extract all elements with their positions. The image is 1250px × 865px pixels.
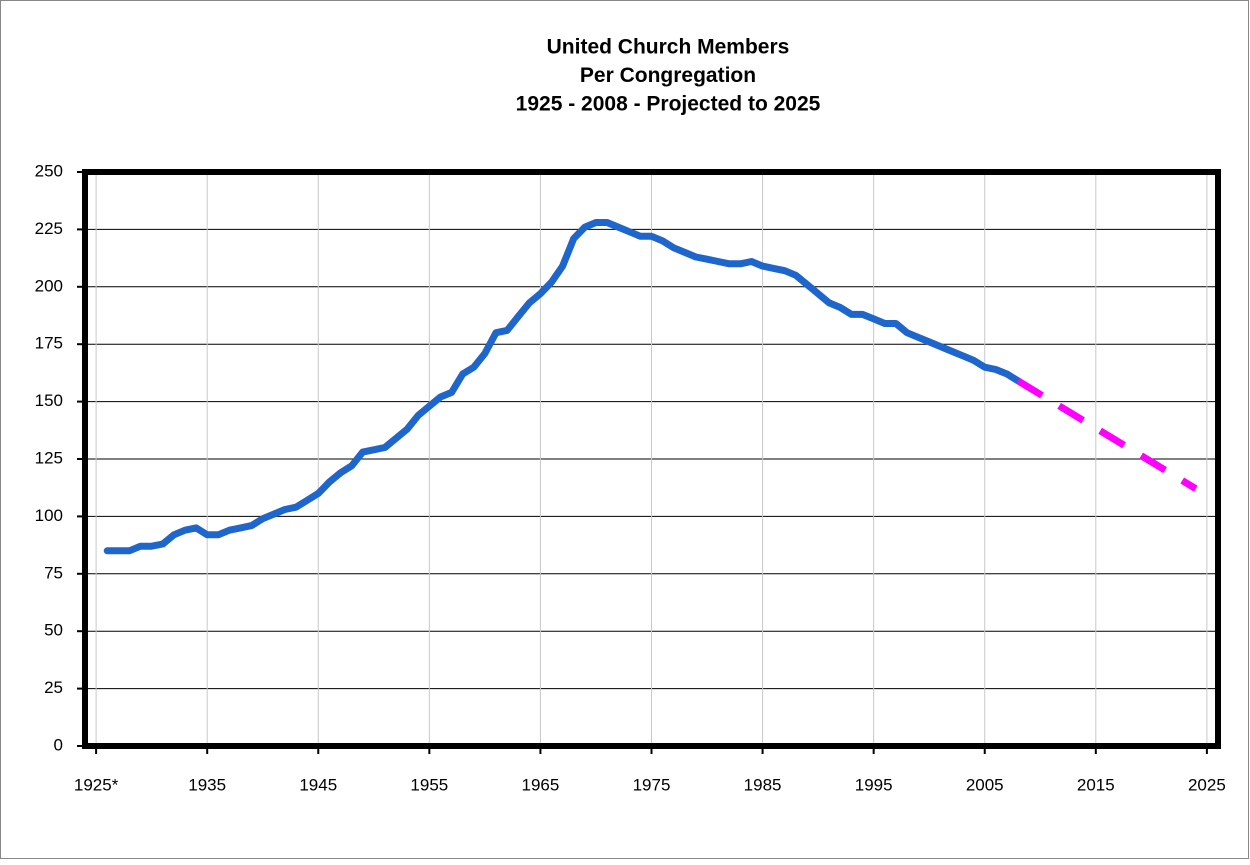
x-tick-label: 1995	[855, 775, 893, 794]
x-tick-label: 1935	[188, 775, 226, 794]
chart-title: 1925 - 2008 - Projected to 2025	[516, 93, 821, 116]
y-tick-label: 225	[35, 219, 63, 238]
y-tick-label: 25	[44, 678, 63, 697]
x-tick-label: 2025	[1188, 775, 1226, 794]
x-tick-label: 1975	[633, 775, 671, 794]
y-tick-label: 125	[35, 448, 63, 467]
y-tick-label: 100	[35, 506, 63, 525]
y-tick-label: 150	[35, 391, 63, 410]
y-tick-label: 50	[44, 621, 63, 640]
x-tick-label: 1985	[744, 775, 782, 794]
y-tick-label: 175	[35, 334, 63, 353]
x-tick-label: 1965	[522, 775, 560, 794]
x-tick-label: 1955	[410, 775, 448, 794]
x-tick-label: 2015	[1077, 775, 1115, 794]
x-tick-label: 1945	[299, 775, 337, 794]
y-tick-label: 0	[54, 735, 63, 754]
y-tick-label: 200	[35, 276, 63, 295]
y-tick-label: 250	[35, 161, 63, 180]
chart-title: Per Congregation	[580, 64, 756, 87]
title-group: United Church Members Per Congregation 192…	[516, 36, 821, 116]
data-line	[1016, 377, 1198, 492]
labels: 0 25 50 75 100 125 150 175 200 225 250 1925* 1935 194…	[35, 161, 1226, 794]
y-tick-label: 75	[44, 563, 63, 582]
chart-title: United Church Members	[547, 36, 790, 59]
data-line	[103, 219, 1022, 555]
lines	[103, 219, 1198, 555]
x-tick-label: 2005	[966, 775, 1004, 794]
x-tick-label: 1925*	[74, 775, 119, 794]
